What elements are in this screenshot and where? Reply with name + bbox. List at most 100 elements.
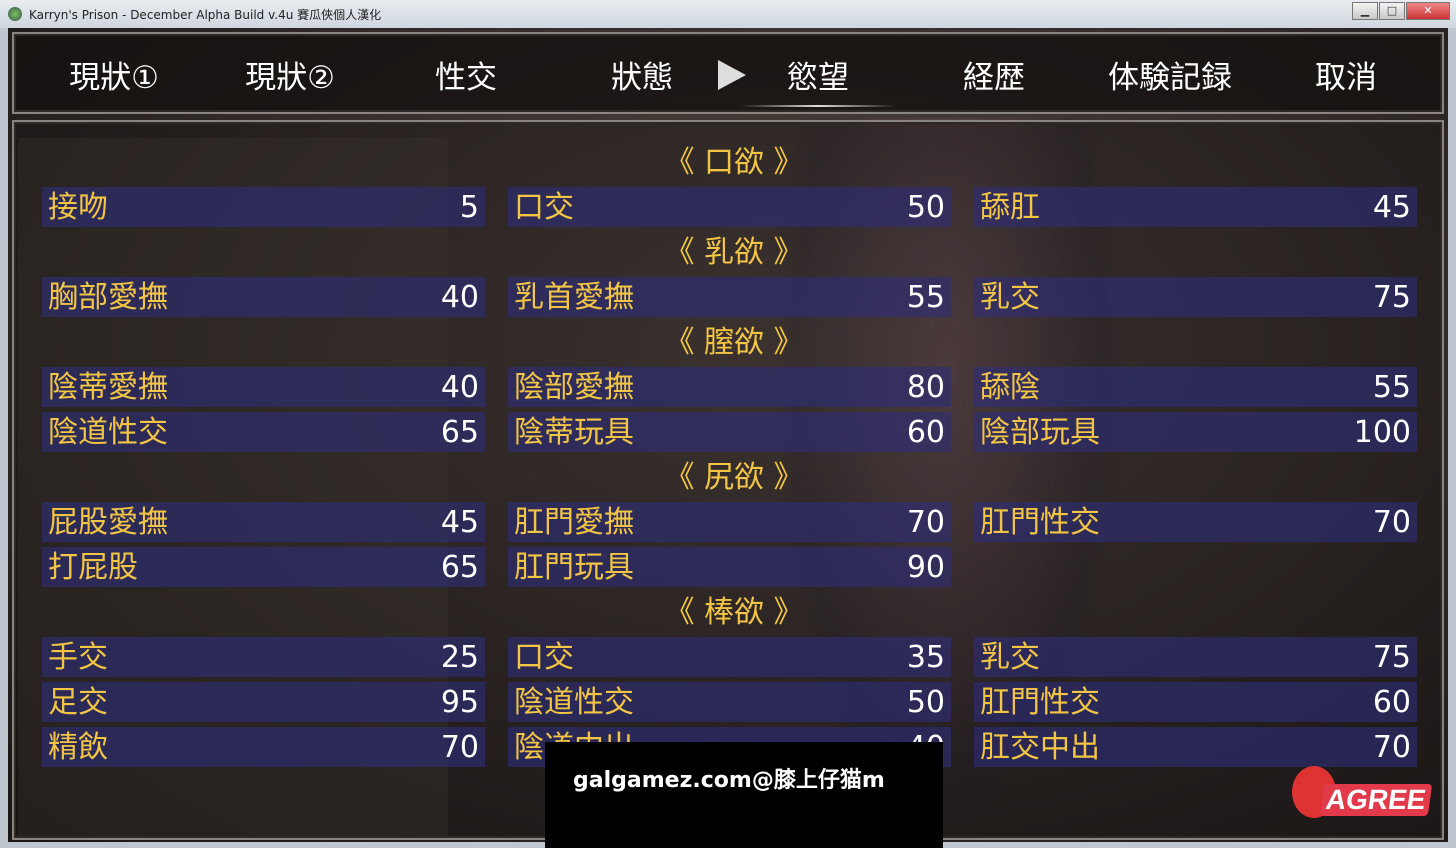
desire-name: 陰道性交 [514, 685, 634, 720]
desire-item: 舔陰 55 [974, 367, 1417, 407]
desire-value: 75 [1372, 280, 1411, 315]
desire-value: 60 [906, 415, 945, 450]
desire-item: 乳交 75 [974, 277, 1417, 317]
desire-name: 胸部愛撫 [48, 280, 168, 315]
desire-name: 陰蒂玩具 [514, 415, 634, 450]
app-icon [8, 7, 22, 21]
tab-7[interactable]: 取消 [1315, 60, 1377, 96]
desire-item: 乳首愛撫 55 [508, 277, 951, 317]
desire-name: 接吻 [48, 190, 108, 225]
desire-item: 肛門性交 70 [974, 502, 1417, 542]
desire-item: 肛門玩具 90 [508, 547, 951, 587]
maximize-button[interactable]: □ [1379, 2, 1405, 20]
tab-2[interactable]: 性交 [435, 60, 497, 96]
tab-5[interactable]: 経歴 [963, 60, 1025, 96]
desire-name: 口交 [514, 640, 574, 675]
desire-value: 90 [906, 550, 945, 585]
desire-item: 口交 50 [508, 187, 951, 227]
desire-value: 55 [1372, 370, 1411, 405]
desire-name: 肛門性交 [980, 505, 1100, 540]
desire-value: 25 [440, 640, 479, 675]
desire-item: 精飲 70 [42, 727, 485, 767]
logo: AGREE [1292, 766, 1442, 826]
tab-6[interactable]: 体験記録 [1108, 60, 1232, 96]
desire-value: 50 [906, 190, 945, 225]
game-screen: 現狀① 現狀② 性交 狀態 慾望 経歴 体験記録 取消 《 口欲 》接吻 5 口交 50 舔肛 45 《 … [8, 28, 1448, 842]
section-header: 《 尻欲 》 [664, 460, 804, 495]
desire-name: 足交 [48, 685, 108, 720]
desire-name: 屁股愛撫 [48, 505, 168, 540]
top-menu: 現狀① 現狀② 性交 狀態 慾望 経歴 体験記録 取消 [12, 32, 1444, 114]
desire-value: 50 [906, 685, 945, 720]
desire-name: 乳交 [980, 640, 1040, 675]
desire-item: 屁股愛撫 45 [42, 502, 485, 542]
desire-name: 手交 [48, 640, 108, 675]
desire-item: 足交 95 [42, 682, 485, 722]
desire-name: 乳交 [980, 280, 1040, 315]
desire-name: 口交 [514, 190, 574, 225]
desire-name: 陰部玩具 [980, 415, 1100, 450]
tab-4[interactable]: 慾望 [730, 52, 906, 107]
desire-value: 80 [906, 370, 945, 405]
desire-value: 70 [1372, 505, 1411, 540]
desire-value: 40 [440, 280, 479, 315]
desire-item: 陰蒂愛撫 40 [42, 367, 485, 407]
desire-value: 45 [440, 505, 479, 540]
desire-panel: 《 口欲 》接吻 5 口交 50 舔肛 45 《 乳欲 》胸部愛撫 40 乳首愛撫 55 乳交 75 《… [12, 120, 1444, 840]
watermark: galgamez.com@膝上仔猫m [545, 742, 943, 848]
tab-1[interactable]: 現狀② [245, 60, 335, 96]
close-button[interactable]: ✕ [1406, 2, 1450, 20]
section-header: 《 乳欲 》 [664, 235, 804, 270]
desire-name: 肛門性交 [980, 685, 1100, 720]
desire-value: 70 [440, 730, 479, 765]
desire-item: 乳交 75 [974, 637, 1417, 677]
desire-name: 肛交中出 [980, 730, 1100, 765]
window-title: Karryn's Prison - December Alpha Build v… [29, 7, 382, 22]
selection-cursor-icon [718, 60, 746, 90]
desire-name: 舔陰 [980, 370, 1040, 405]
desire-value: 35 [906, 640, 945, 675]
desire-item: 肛交中出 70 [974, 727, 1417, 767]
desire-item: 手交 25 [42, 637, 485, 677]
desire-name: 乳首愛撫 [514, 280, 634, 315]
desire-item: 陰部愛撫 80 [508, 367, 951, 407]
desire-value: 100 [1353, 415, 1411, 450]
desire-item: 舔肛 45 [974, 187, 1417, 227]
tab-0[interactable]: 現狀① [69, 60, 159, 96]
desire-item: 陰蒂玩具 60 [508, 412, 951, 452]
desire-value: 45 [1372, 190, 1411, 225]
desire-item: 陰部玩具 100 [974, 412, 1417, 452]
desire-item: 肛門愛撫 70 [508, 502, 951, 542]
desire-value: 75 [1372, 640, 1411, 675]
tab-3[interactable]: 狀態 [611, 60, 673, 96]
desire-value: 60 [1372, 685, 1411, 720]
desire-name: 打屁股 [48, 550, 138, 585]
section-header: 《 膣欲 》 [664, 325, 804, 360]
minimize-button[interactable]: ▁ [1352, 2, 1378, 20]
section-header: 《 口欲 》 [664, 145, 804, 180]
title-bar: Karryn's Prison - December Alpha Build v… [0, 0, 1456, 28]
desire-name: 舔肛 [980, 190, 1040, 225]
desire-name: 肛門愛撫 [514, 505, 634, 540]
desire-value: 5 [459, 190, 479, 225]
desire-name: 陰蒂愛撫 [48, 370, 168, 405]
desire-item: 打屁股 65 [42, 547, 485, 587]
desire-value: 70 [906, 505, 945, 540]
desire-name: 陰部愛撫 [514, 370, 634, 405]
desire-item: 口交 35 [508, 637, 951, 677]
desire-name: 陰道性交 [48, 415, 168, 450]
desire-value: 65 [440, 550, 479, 585]
desire-value: 55 [906, 280, 945, 315]
desire-value: 40 [440, 370, 479, 405]
desire-item: 肛門性交 60 [974, 682, 1417, 722]
desire-item: 胸部愛撫 40 [42, 277, 485, 317]
desire-name: 精飲 [48, 730, 108, 765]
desire-value: 65 [440, 415, 479, 450]
desire-item: 接吻 5 [42, 187, 485, 227]
desire-item: 陰道性交 65 [42, 412, 485, 452]
desire-item: 陰道性交 50 [508, 682, 951, 722]
desire-value: 70 [1372, 730, 1411, 765]
desire-name: 肛門玩具 [514, 550, 634, 585]
desire-value: 95 [440, 685, 479, 720]
section-header: 《 棒欲 》 [664, 595, 804, 630]
